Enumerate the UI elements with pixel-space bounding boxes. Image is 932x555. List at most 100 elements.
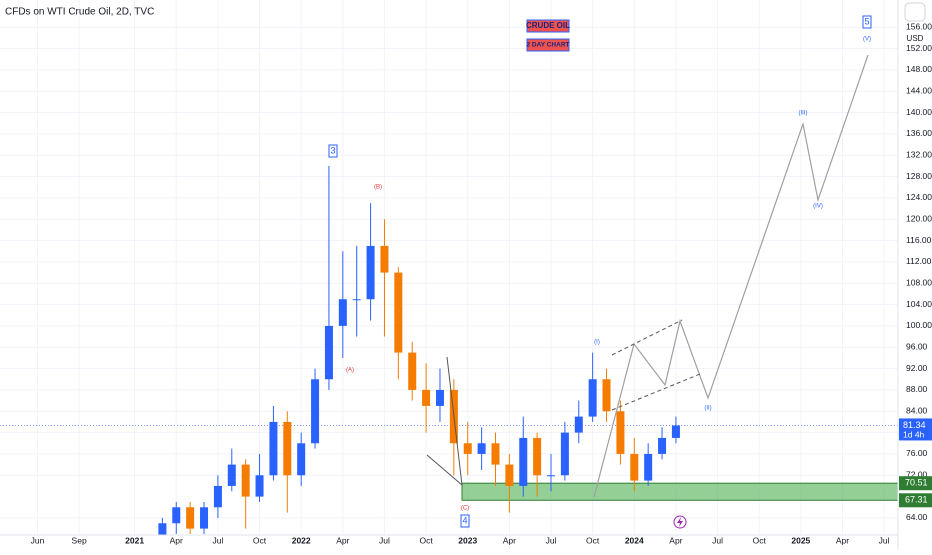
candle-body — [671, 425, 680, 438]
y-tick-label: 124.00 — [906, 192, 932, 202]
trend-line — [426, 454, 463, 486]
trend-line — [446, 356, 463, 486]
candle-body — [255, 475, 264, 497]
axes: 64.0072.0076.0080.0084.0088.0092.0096.00… — [31, 21, 932, 545]
y-tick-label: 156.00 — [906, 21, 932, 31]
label-text: CRUDE OIL — [526, 21, 570, 30]
event-icon[interactable] — [673, 515, 687, 529]
annotations: CRUDE OIL 2 DAY CHART 3 (B) (A) (C) 4 (I) (II) (I… — [328, 15, 872, 528]
candle-body — [241, 464, 250, 497]
candle-body — [602, 379, 611, 412]
candle-body — [269, 421, 278, 476]
candle-body — [311, 379, 320, 444]
zone-price-tag — [899, 476, 932, 491]
support-zone — [461, 482, 899, 501]
label-text: 2 DAY CHART — [527, 42, 570, 49]
x-tick-label: 2023 — [458, 535, 477, 545]
wave-label: 5 — [864, 16, 869, 26]
y-tick-label: 100.00 — [906, 320, 932, 330]
event-icon-bolt — [677, 517, 683, 527]
projection-path — [593, 54, 869, 498]
zone-price-label: 70.51 — [905, 478, 928, 488]
y-tick-label: 76.00 — [906, 448, 928, 458]
candle-body — [213, 485, 222, 508]
x-tick-label: Apr — [336, 535, 349, 545]
x-tick-label: Apr — [669, 535, 682, 545]
y-tick-label: 144.00 — [906, 85, 932, 95]
wave-label: (III) — [799, 111, 808, 117]
candle-body — [380, 245, 389, 273]
channel-line — [611, 373, 701, 411]
x-tick-label: Jul — [712, 535, 723, 545]
currency: USD — [907, 34, 924, 43]
candle-body — [616, 411, 625, 454]
y-tick-label: 116.00 — [906, 235, 932, 245]
x-tick-label: Jun — [31, 535, 45, 545]
x-tick-label: Oct — [253, 535, 267, 545]
x-tick-label: 2024 — [625, 535, 644, 545]
candle-body — [422, 389, 431, 406]
channel-line — [611, 319, 683, 356]
y-tick-label: 72.00 — [906, 470, 928, 480]
wave-label: (B) — [374, 185, 382, 191]
candle-body — [574, 416, 583, 433]
wave-label: (A) — [346, 368, 354, 374]
chart-title: CFDs on WTI Crude Oil, 2D, TVC — [5, 7, 154, 18]
candle-body — [324, 325, 333, 380]
countdown-label: 1d 4h — [903, 430, 925, 440]
x-tick-label: Jul — [212, 535, 223, 545]
candle-body — [394, 272, 403, 353]
candle-body — [560, 432, 569, 476]
x-tick-label: Apr — [170, 535, 183, 545]
y-tick-label: 108.00 — [906, 277, 932, 287]
wave-label: (IV) — [813, 204, 823, 210]
candle-body — [352, 299, 361, 301]
settings-button[interactable] — [904, 2, 926, 22]
candle-body — [519, 437, 528, 486]
x-tick-label: 2022 — [292, 535, 311, 545]
wave-label: 3 — [330, 145, 335, 155]
y-tick-label: 88.00 — [906, 384, 928, 394]
x-tick-label: Apr — [836, 535, 849, 545]
x-tick-label: Sep — [72, 535, 87, 545]
candle-body — [547, 475, 556, 477]
y-tick-label: 64.00 — [906, 512, 928, 522]
drawings — [426, 54, 869, 529]
y-tick-label: 152.00 — [906, 43, 932, 53]
y-tick-label: 120.00 — [906, 213, 932, 223]
last-price-tag — [899, 418, 932, 441]
y-tick-label: 140.00 — [906, 107, 932, 117]
zone-price-tag — [899, 493, 932, 508]
candle-body — [505, 464, 514, 486]
x-tick-label: 2025 — [791, 535, 810, 545]
label-box — [526, 19, 570, 33]
wave-box — [328, 144, 338, 158]
candle-body — [491, 443, 500, 465]
candle-body — [533, 437, 542, 476]
y-tick-label: 96.00 — [906, 341, 928, 351]
candle-body — [158, 523, 167, 535]
candle-body — [463, 443, 472, 454]
wave-label: (V) — [863, 37, 871, 43]
wave-label: (C) — [461, 506, 469, 512]
x-tick-label: 2021 — [125, 535, 144, 545]
y-tick-label: 148.00 — [906, 64, 932, 74]
candle-body — [172, 507, 181, 524]
wave-box — [862, 15, 872, 29]
x-tick-label: Oct — [586, 535, 600, 545]
grid — [0, 0, 898, 535]
last-price-label: 81.34 — [903, 420, 926, 430]
x-tick-label: Jul — [879, 535, 890, 545]
candle-body — [186, 507, 195, 529]
wave-label: (II) — [704, 406, 711, 412]
candle-body — [408, 352, 417, 390]
candle-body — [338, 299, 347, 326]
x-tick-label: Oct — [753, 535, 767, 545]
candle-body — [477, 443, 486, 454]
candle-body — [283, 421, 292, 476]
candle-body — [644, 453, 653, 481]
x-tick-label: Jul — [379, 535, 390, 545]
label-box — [526, 38, 570, 52]
candle-body — [630, 453, 639, 481]
